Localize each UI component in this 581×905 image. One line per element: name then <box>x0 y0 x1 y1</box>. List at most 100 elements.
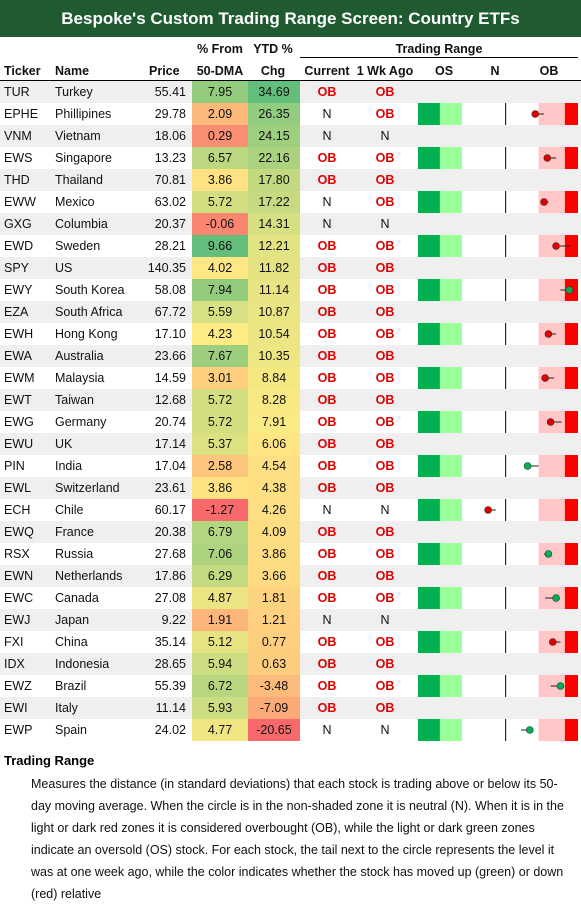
wk-ago-status: OB <box>375 283 395 297</box>
wk-ago-status: OB <box>375 393 395 407</box>
name-cell: Thailand <box>55 173 103 187</box>
dma-cell: 7.67 <box>192 345 248 367</box>
ytd-cell: 12.21 <box>248 235 300 257</box>
table-row: EWN Netherlands 17.86 6.29 3.66 OB OB <box>0 565 581 587</box>
dma-cell: 5.12 <box>192 631 248 653</box>
wk-ago-status: OB <box>375 415 395 429</box>
wk-ago-status: OB <box>375 591 395 605</box>
price-cell: 12.68 <box>154 393 186 407</box>
current-status: OB <box>317 679 337 693</box>
ytd-cell: 34.69 <box>248 81 300 103</box>
table-row: EWI Italy 11.14 5.93 -7.09 OB OB <box>0 697 581 719</box>
name-cell: China <box>55 635 88 649</box>
current-status: OB <box>317 459 337 473</box>
dma-cell: 7.95 <box>192 81 248 103</box>
dma-cell: 2.09 <box>192 103 248 125</box>
ticker-cell: EWS <box>4 151 33 165</box>
ytd-cell: 10.54 <box>248 323 300 345</box>
table-row: EWA Australia 23.66 7.67 10.35 OB OB <box>0 345 581 367</box>
price-cell: 11.14 <box>155 701 186 715</box>
price-cell: 140.35 <box>147 261 186 275</box>
price-cell: 28.65 <box>154 657 186 671</box>
ob-header: OB <box>539 64 559 78</box>
current-status: OB <box>317 635 337 649</box>
name-cell: Sweden <box>55 239 101 253</box>
current-status: OB <box>317 481 337 495</box>
dma-cell: 3.01 <box>192 367 248 389</box>
ticker-cell: EWJ <box>4 613 31 627</box>
current-status: N <box>322 195 332 209</box>
name-cell: India <box>55 459 83 473</box>
dma-header-top: % From <box>197 42 243 56</box>
ytd-cell: 1.21 <box>248 609 300 631</box>
price-cell: 20.38 <box>154 525 186 539</box>
ytd-cell: 0.63 <box>248 653 300 675</box>
price-cell: 14.59 <box>154 371 186 385</box>
current-status: OB <box>317 85 337 99</box>
current-status: N <box>322 503 332 517</box>
header-rule <box>0 80 581 81</box>
dma-cell: 1.91 <box>192 609 248 631</box>
range-dot <box>525 726 534 734</box>
ytd-cell: 17.22 <box>248 191 300 213</box>
ticker-cell: GXG <box>4 217 32 231</box>
ytd-cell: -7.09 <box>248 697 300 719</box>
ytd-cell: 11.82 <box>248 257 300 279</box>
table-row: IDX Indonesia 28.65 5.94 0.63 OB OB <box>0 653 581 675</box>
price-cell: 27.08 <box>154 591 186 605</box>
ytd-cell: 4.54 <box>248 455 300 477</box>
price-cell: 29.78 <box>154 107 186 121</box>
wk-ago-status: OB <box>375 261 395 275</box>
table-row: EWJ Japan 9.22 1.91 1.21 N N <box>0 609 581 631</box>
table-row: ECH Chile 60.17 -1.27 4.26 N N <box>0 499 581 521</box>
ytd-cell: 3.86 <box>248 543 300 565</box>
price-cell: 23.66 <box>154 349 186 363</box>
ytd-cell: 14.31 <box>248 213 300 235</box>
trading-range-rule <box>300 57 578 58</box>
wk-ago-status: OB <box>375 327 395 341</box>
current-status: OB <box>317 173 337 187</box>
name-cell: Phillipines <box>55 107 112 121</box>
n-header: N <box>490 64 500 78</box>
price-cell: 55.41 <box>154 85 186 99</box>
ticker-cell: EZA <box>4 305 29 319</box>
name-cell: Switzerland <box>55 481 120 495</box>
ticker-cell: ECH <box>4 503 31 517</box>
wk-ago-status: OB <box>375 701 395 715</box>
table-row: EWM Malaysia 14.59 3.01 8.84 OB OB <box>0 367 581 389</box>
wk-ago-status: OB <box>375 349 395 363</box>
dma-cell: -1.27 <box>192 499 248 521</box>
table-row: EWQ France 20.38 6.79 4.09 OB OB <box>0 521 581 543</box>
table-row: EWY South Korea 58.08 7.94 11.14 OB OB <box>0 279 581 301</box>
current-status: OB <box>317 239 337 253</box>
current-status: OB <box>317 657 337 671</box>
range-dot <box>546 418 555 426</box>
name-cell: Spain <box>55 723 87 737</box>
wk-ago-status: OB <box>375 239 395 253</box>
dma-cell: 9.66 <box>192 235 248 257</box>
dma-cell: 6.79 <box>192 521 248 543</box>
current-status: OB <box>317 393 337 407</box>
range-dot <box>552 242 560 250</box>
ticker-cell: EWW <box>4 195 36 209</box>
wk-ago-status: OB <box>375 481 395 495</box>
table-row: EWP Spain 24.02 4.77 -20.65 N N <box>0 719 581 741</box>
os-header: OS <box>434 64 454 78</box>
ytd-cell: 4.38 <box>248 477 300 499</box>
table-row: EWT Taiwan 12.68 5.72 8.28 OB OB <box>0 389 581 411</box>
price-cell: 63.02 <box>154 195 186 209</box>
dma-cell: 3.86 <box>192 169 248 191</box>
name-cell: Singapore <box>55 151 112 165</box>
price-cell: 60.17 <box>154 503 186 517</box>
name-cell: US <box>55 261 73 275</box>
current-header: Current <box>304 64 350 78</box>
range-dot <box>556 682 565 690</box>
ticker-cell: SPY <box>4 261 30 275</box>
range-dot <box>531 110 540 118</box>
range-dot <box>541 374 549 382</box>
range-dot <box>544 330 553 338</box>
wk-ago-status: OB <box>375 679 395 693</box>
table-row: EWL Switzerland 23.61 3.86 4.38 OB OB <box>0 477 581 499</box>
price-cell: 17.14 <box>154 437 186 451</box>
name-cell: Russia <box>55 547 94 561</box>
